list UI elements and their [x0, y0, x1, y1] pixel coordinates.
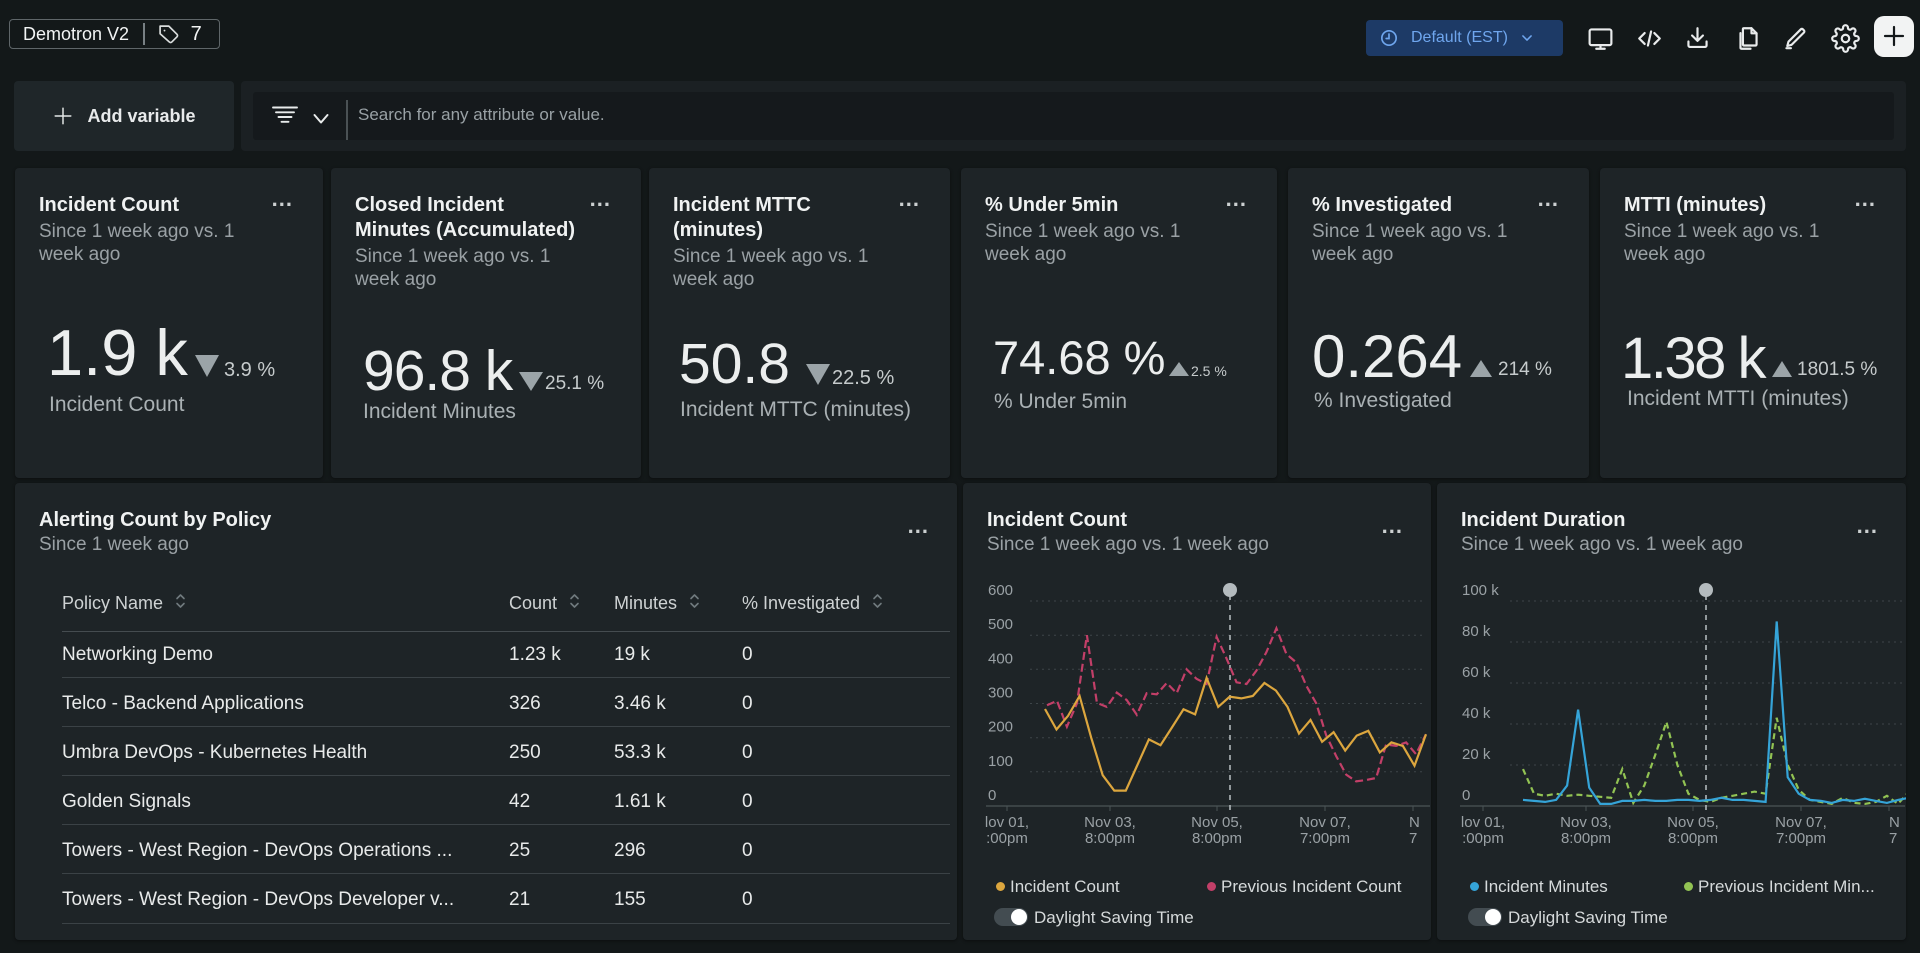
svg-text::00pm: :00pm	[1462, 830, 1504, 847]
svg-text:N: N	[1889, 814, 1900, 831]
svg-text:200: 200	[988, 719, 1013, 736]
svg-text:7:00pm: 7:00pm	[1300, 830, 1350, 847]
svg-text:8:00pm: 8:00pm	[1085, 830, 1135, 847]
svg-text:60 k: 60 k	[1462, 664, 1491, 681]
svg-text:100 k: 100 k	[1462, 582, 1499, 599]
svg-text:N: N	[1409, 814, 1420, 831]
svg-text:600: 600	[988, 582, 1013, 599]
svg-text:300: 300	[988, 685, 1013, 702]
svg-text:Nov 03,: Nov 03,	[1560, 814, 1612, 831]
svg-text:Nov 07,: Nov 07,	[1299, 814, 1351, 831]
svg-text:0: 0	[988, 787, 996, 804]
svg-text:lov 01,: lov 01,	[1461, 814, 1505, 831]
svg-text:Nov 07,: Nov 07,	[1775, 814, 1827, 831]
svg-text:20 k: 20 k	[1462, 746, 1491, 763]
svg-text:Nov 05,: Nov 05,	[1191, 814, 1243, 831]
svg-text:lov 01,: lov 01,	[985, 814, 1029, 831]
svg-text:40 k: 40 k	[1462, 705, 1491, 722]
svg-text:0: 0	[1462, 787, 1470, 804]
svg-text:8:00pm: 8:00pm	[1192, 830, 1242, 847]
svg-text:80 k: 80 k	[1462, 623, 1491, 640]
svg-text:8:00pm: 8:00pm	[1561, 830, 1611, 847]
svg-text:100: 100	[988, 753, 1013, 770]
svg-text:500: 500	[988, 616, 1013, 633]
svg-text:7: 7	[1889, 830, 1897, 847]
svg-text:Nov 03,: Nov 03,	[1084, 814, 1136, 831]
svg-text:400: 400	[988, 650, 1013, 667]
svg-text:7:00pm: 7:00pm	[1776, 830, 1826, 847]
svg-text:8:00pm: 8:00pm	[1668, 830, 1718, 847]
svg-text:Nov 05,: Nov 05,	[1667, 814, 1719, 831]
svg-text:7: 7	[1409, 830, 1417, 847]
svg-text::00pm: :00pm	[986, 830, 1028, 847]
